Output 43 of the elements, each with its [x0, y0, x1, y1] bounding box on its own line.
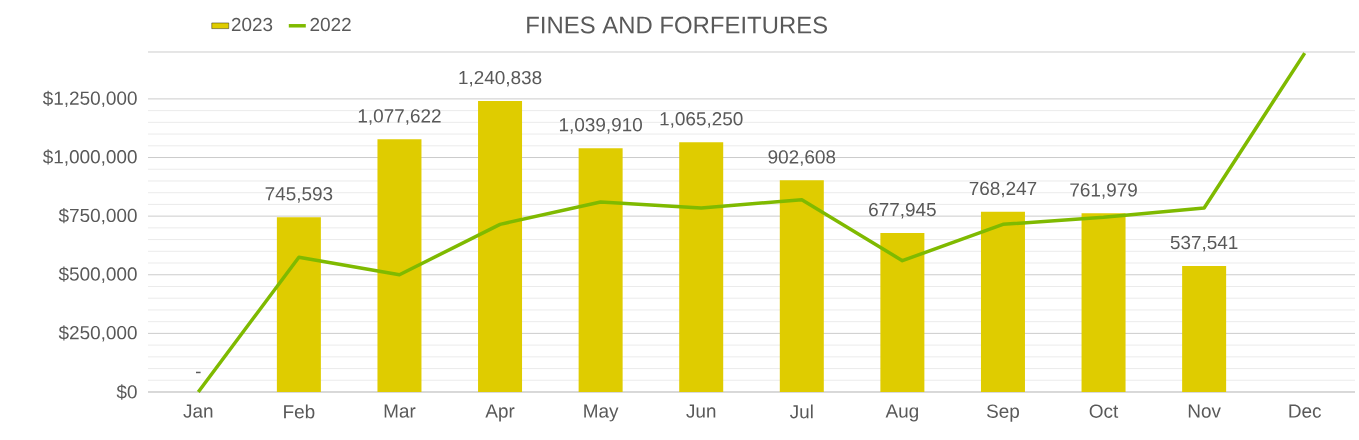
data-label: 745,593 — [265, 187, 333, 203]
line-series — [196, 51, 1307, 394]
bar — [478, 101, 523, 392]
data-label: 768,247 — [969, 181, 1037, 198]
data-label: 537,541 — [1170, 235, 1238, 252]
y-tick-label: $0 — [116, 384, 137, 400]
bar — [377, 139, 422, 392]
x-tick-label: May — [584, 404, 619, 422]
x-tick-label: Oct — [1089, 404, 1119, 418]
legend-label: 2022 — [310, 17, 351, 32]
x-tick-label: Jul — [789, 404, 813, 419]
x-tick-label: Aug — [885, 404, 918, 422]
y-tick-label: $250,000 — [58, 325, 137, 342]
data-label: 1,240,838 — [459, 70, 542, 87]
bar — [980, 211, 1025, 392]
bar — [679, 142, 724, 392]
bar — [1182, 265, 1227, 392]
bar — [779, 180, 824, 392]
x-tick-label: Mar — [384, 404, 416, 418]
y-tick-label: $1,250,000 — [42, 90, 137, 108]
x-tick-label: Apr — [485, 404, 515, 422]
x-tick-label: Dec — [1289, 404, 1322, 418]
x-tick-label: Nov — [1188, 404, 1221, 418]
y-tick-label: $750,000 — [58, 207, 137, 225]
chart-title: FINES AND FORFEITURES — [527, 16, 827, 34]
x-tick-label: Jan — [183, 404, 213, 418]
legend-label: 2023 — [231, 17, 273, 32]
x-tick-label: Feb — [284, 404, 315, 419]
x-tick-label: Jun — [686, 404, 716, 418]
data-label: 1,039,910 — [559, 118, 642, 134]
x-tick-label: Sep — [986, 404, 1020, 422]
data-label: - — [195, 371, 201, 374]
y-tick-label: $1,000,000 — [42, 149, 137, 166]
y-tick-label: $500,000 — [58, 266, 137, 283]
bar — [880, 233, 925, 392]
data-label: 902,608 — [768, 150, 836, 166]
bar — [276, 217, 321, 392]
data-label: 761,979 — [1070, 183, 1137, 199]
data-label: 1,065,250 — [660, 112, 743, 128]
data-label: 677,945 — [869, 202, 936, 219]
bar — [1081, 213, 1126, 392]
data-label: 1,077,622 — [358, 109, 441, 125]
bar — [578, 148, 623, 392]
